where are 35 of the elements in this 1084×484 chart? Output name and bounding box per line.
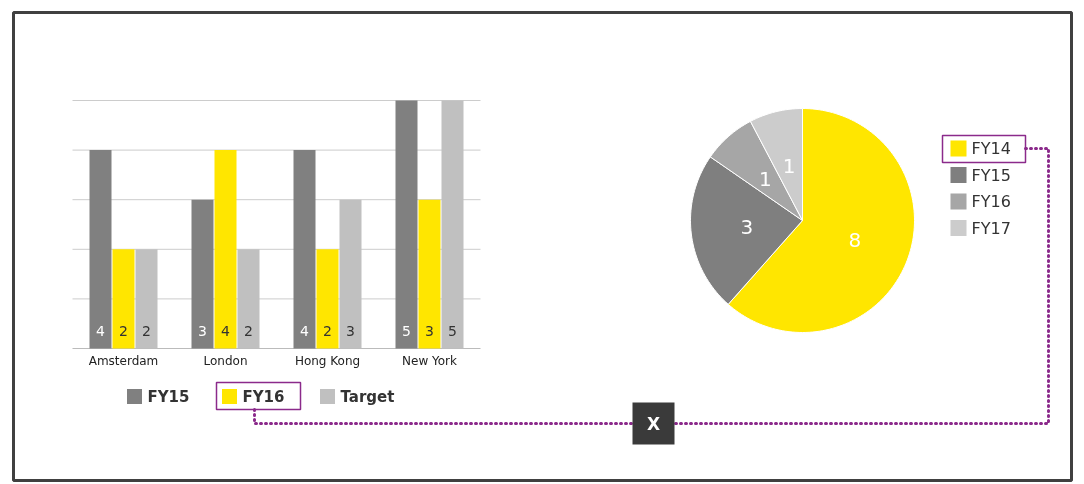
- data-label: 3: [346, 322, 355, 339]
- bar: [112, 249, 135, 349]
- x-tick-label: New York: [402, 353, 458, 368]
- data-label: 4: [300, 322, 310, 339]
- bar: [214, 150, 237, 349]
- data-label: 5: [402, 322, 411, 339]
- bar: [293, 150, 316, 349]
- data-label: 2: [244, 322, 253, 339]
- data-label: 3: [740, 215, 754, 240]
- legend-label: FY15: [971, 165, 1011, 185]
- data-label: 2: [119, 322, 128, 339]
- bar: [191, 199, 214, 349]
- legend-label: FY15: [147, 387, 190, 406]
- data-label: 8: [848, 228, 862, 253]
- data-label: 1: [759, 166, 772, 191]
- data-label: 4: [96, 322, 106, 339]
- x-tick-label: Amsterdam: [88, 353, 159, 368]
- legend-label: FY14: [971, 139, 1011, 158]
- data-label: 2: [142, 322, 151, 339]
- data-label: 3: [425, 322, 434, 339]
- legend-label: FY16: [971, 192, 1011, 211]
- data-label: 4: [221, 322, 231, 339]
- bar: [316, 249, 339, 349]
- bar: [89, 150, 112, 349]
- data-label: 3: [198, 322, 207, 339]
- bar: [395, 100, 418, 349]
- data-label: 5: [448, 322, 457, 339]
- x-tick-label: Hong Kong: [294, 353, 361, 368]
- legend-label: FY17: [971, 218, 1011, 238]
- text: X: [646, 413, 661, 434]
- bar: [418, 199, 441, 349]
- legend-label: Target: [340, 387, 395, 406]
- x-tick-label: London: [203, 353, 248, 368]
- legend-label: FY16: [242, 387, 285, 406]
- data-label: 2: [323, 322, 332, 339]
